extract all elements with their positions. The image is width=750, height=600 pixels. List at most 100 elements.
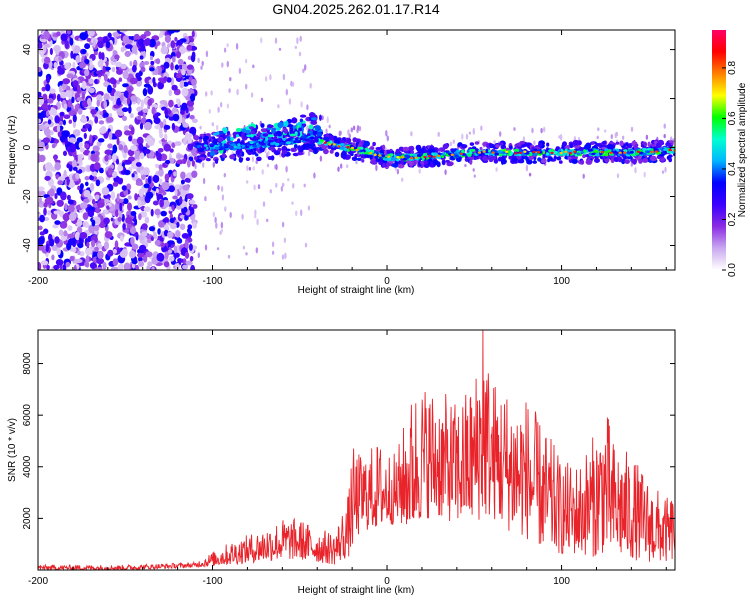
heatmap-cell <box>256 218 259 226</box>
heatmap-cell <box>271 241 275 248</box>
heatmap-cell <box>163 124 171 130</box>
heatmap-cell <box>62 119 66 126</box>
heatmap-cell <box>119 202 123 212</box>
heatmap-cell <box>158 168 164 177</box>
heatmap-cell <box>112 144 118 154</box>
heatmap-cell <box>340 143 345 146</box>
heatmap-cell <box>168 255 175 262</box>
colorbar-gradient <box>712 30 726 270</box>
heatmap-cell <box>537 157 542 162</box>
heatmap-cell <box>87 30 95 37</box>
heatmap-cell <box>143 83 151 88</box>
heatmap-cell <box>466 149 471 153</box>
heatmap-cell <box>187 143 194 151</box>
heatmap-cell <box>131 173 135 178</box>
heatmap-cell <box>311 139 315 143</box>
heatmap-cell <box>191 170 198 178</box>
heatmap-cell <box>260 97 264 102</box>
heatmap-cell <box>262 201 266 207</box>
heatmap-cell <box>319 155 323 162</box>
heatmap-cell <box>107 167 113 176</box>
heatmap-cell <box>132 64 137 73</box>
heatmap-cell <box>87 235 92 243</box>
heatmap-cell <box>396 168 400 175</box>
heatmap-cell <box>188 243 193 251</box>
heatmap-cell <box>141 231 148 237</box>
heatmap-cell <box>395 148 400 154</box>
heatmap-cell <box>319 114 322 121</box>
heatmap-cell <box>226 135 231 142</box>
heatmap-cell <box>386 150 391 155</box>
heatmap-cell <box>580 159 585 165</box>
heatmap-cell <box>294 137 299 141</box>
heatmap-cell <box>409 153 413 157</box>
heatmap-cell <box>260 142 265 146</box>
heatmap-cell <box>308 112 316 118</box>
heatmap-cell <box>84 247 93 256</box>
heatmap-cell <box>49 88 56 94</box>
heatmap-cell <box>45 110 50 117</box>
heatmap-cell <box>88 78 94 85</box>
heatmap-cell <box>82 212 89 221</box>
heatmap-cell <box>297 145 302 151</box>
heatmap-cell <box>77 185 81 191</box>
heatmap-cell <box>167 240 175 245</box>
heatmap-cell <box>256 156 262 162</box>
heatmap-cell <box>191 79 197 86</box>
heatmap-cell <box>505 150 509 153</box>
heatmap-cell <box>115 91 122 97</box>
heatmap-cell <box>241 128 247 133</box>
heatmap-cell <box>84 58 90 65</box>
heatmap-cell <box>187 133 193 138</box>
heatmap-cell <box>260 128 266 133</box>
heatmap-cell <box>497 153 503 157</box>
heatmap-cell <box>187 104 194 112</box>
heatmap-cell <box>632 159 637 165</box>
heatmap-cell <box>658 151 662 155</box>
heatmap-cell <box>126 183 132 191</box>
heatmap-cell <box>291 81 295 87</box>
heatmap-cell <box>503 148 507 152</box>
heatmap-cell <box>147 261 153 267</box>
heatmap-cell <box>150 60 155 66</box>
heatmap-cell <box>328 124 331 129</box>
heatmap-cell <box>67 238 76 246</box>
heatmap-cell <box>65 90 73 98</box>
heatmap-cell <box>242 245 246 250</box>
heatmap-cell <box>659 157 666 162</box>
heatmap-cell <box>181 117 186 126</box>
heatmap-cell <box>131 160 138 170</box>
x-tick-label: 100 <box>553 276 570 287</box>
heatmap-cell <box>46 264 50 270</box>
heatmap-cell <box>118 144 124 151</box>
heatmap-cell <box>332 143 336 146</box>
heatmap-cell <box>271 127 276 134</box>
heatmap-cell <box>52 224 59 229</box>
heatmap-cell <box>143 61 150 65</box>
heatmap-cell <box>152 200 159 206</box>
heatmap-cell <box>167 43 171 48</box>
heatmap-cell <box>79 61 86 69</box>
heatmap-cell <box>558 135 561 139</box>
heatmap-cell <box>101 52 105 61</box>
heatmap-cell <box>211 122 214 127</box>
heatmap-cell <box>171 122 176 131</box>
snr-ylabel: SNR (10 * v/v) <box>7 418 18 482</box>
snr-marks <box>38 330 675 570</box>
heatmap-cell <box>80 116 88 124</box>
heatmap-cell <box>85 181 89 187</box>
heatmap-cell <box>128 87 132 97</box>
heatmap-cell <box>191 147 198 157</box>
heatmap-cell <box>285 88 288 96</box>
heatmap-cell <box>133 149 140 156</box>
heatmap-cell <box>472 168 475 172</box>
heatmap-cell <box>647 141 651 148</box>
heatmap-cell <box>81 80 87 90</box>
heatmap-cell <box>155 58 161 65</box>
heatmap-cell <box>42 137 51 144</box>
heatmap-cell <box>281 254 285 260</box>
heatmap-cell <box>509 153 513 156</box>
heatmap-cell <box>167 109 171 115</box>
heatmap-cell <box>623 149 628 153</box>
heatmap-cell <box>163 143 171 152</box>
